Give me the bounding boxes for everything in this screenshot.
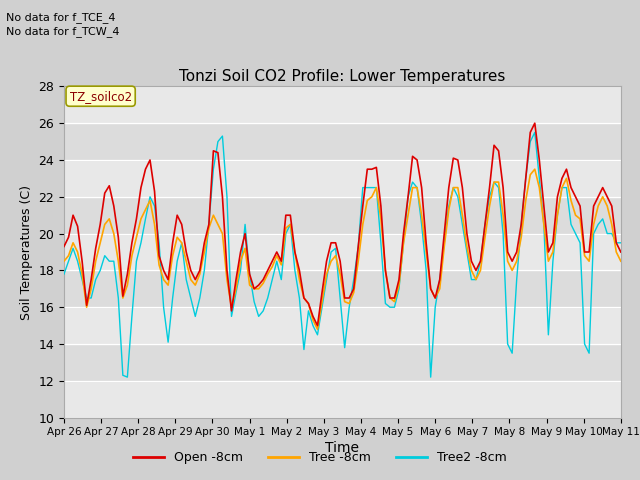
Bar [64, 270, 621, 307]
Y-axis label: Soil Temperatures (C): Soil Temperatures (C) [20, 184, 33, 320]
Bar [64, 381, 621, 418]
Title: Tonzi Soil CO2 Profile: Lower Temperatures: Tonzi Soil CO2 Profile: Lower Temperatur… [179, 69, 506, 84]
Text: TZ_soilco2: TZ_soilco2 [70, 90, 132, 103]
Bar [64, 86, 621, 123]
X-axis label: Time: Time [325, 442, 360, 456]
Bar [64, 344, 621, 381]
Legend: Open -8cm, Tree -8cm, Tree2 -8cm: Open -8cm, Tree -8cm, Tree2 -8cm [128, 446, 512, 469]
Bar [64, 307, 621, 344]
Text: No data for f_TCE_4: No data for f_TCE_4 [6, 12, 116, 23]
Bar [64, 160, 621, 197]
Bar [64, 123, 621, 160]
Text: No data for f_TCW_4: No data for f_TCW_4 [6, 26, 120, 37]
Bar [64, 234, 621, 270]
Bar [64, 197, 621, 234]
